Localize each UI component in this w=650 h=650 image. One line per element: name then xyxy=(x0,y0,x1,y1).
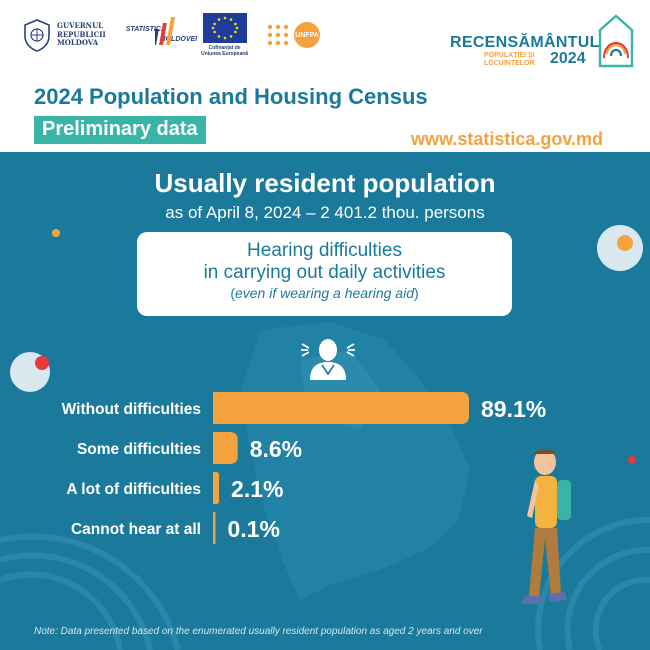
unfpa-dots-icon xyxy=(267,24,289,46)
partner-logos: GUVERNUL REPUBLICII MOLDOVA STATISTICA M… xyxy=(22,12,321,58)
eu-flag-icon xyxy=(202,13,247,43)
deco-dot-orange-small xyxy=(52,229,60,237)
topic-line1: Hearing difficulties xyxy=(247,240,402,261)
census-brand-logo[interactable]: RECENSĂMÂNTUL POPULAȚIEI ȘI LOCUINȚELOR … xyxy=(450,14,640,70)
bar xyxy=(213,432,238,464)
statistica-word: STATISTICA xyxy=(125,26,166,33)
bar xyxy=(213,472,220,504)
background-decoration xyxy=(0,225,650,650)
section-title: Usually resident population xyxy=(154,168,496,198)
coat-of-arms-icon xyxy=(24,19,50,52)
moldovei-word: MOLDOVEI xyxy=(159,36,198,43)
gov-text-line3: MOLDOVA xyxy=(57,38,99,48)
eu-caption-line2: Uniunea Europeană xyxy=(201,51,249,57)
bar xyxy=(213,392,469,424)
brand-title: RECENSĂMÂNTUL xyxy=(450,34,600,51)
brand-sub-line1: POPULAȚIEI ȘI xyxy=(484,52,535,59)
value-label: 2.1% xyxy=(231,476,283,502)
value-label: 89.1% xyxy=(481,396,546,422)
eu-logo[interactable]: Cofinanțat de Uniunea Europeană xyxy=(201,13,248,57)
brand-sub-line2: LOCUINȚELOR xyxy=(484,60,535,67)
house-spiral-icon xyxy=(598,14,634,68)
statistica-bars-icon xyxy=(155,17,176,45)
category-label: A lot of difficulties xyxy=(66,481,201,498)
header-panel: GUVERNUL REPUBLICII MOLDOVA STATISTICA M… xyxy=(0,0,650,152)
website-link[interactable]: www.statistica.gov.md xyxy=(411,129,604,149)
brand-year: 2024 xyxy=(550,50,586,67)
footnote: Note: Data presented based on the enumer… xyxy=(34,626,483,637)
value-label: 0.1% xyxy=(228,516,280,542)
bar xyxy=(213,512,216,544)
category-label: Cannot hear at all xyxy=(71,521,201,538)
value-label: 8.6% xyxy=(250,436,302,462)
hearing-difficulties-chart: Without difficulties 89.1% Some difficulti… xyxy=(62,392,546,544)
gov-text-line1: GUVERNUL xyxy=(57,21,104,31)
eu-caption-line1: Cofinanțat de xyxy=(208,45,241,51)
unfpa-logo[interactable]: UNFPA xyxy=(266,22,321,48)
moldova-map-shape xyxy=(240,322,470,600)
hearing-person-icon xyxy=(301,339,355,380)
fingerprint-pattern-right xyxy=(535,516,650,650)
page-title: 2024 Population and Housing Census xyxy=(34,84,428,109)
topic-line2: in carrying out daily activities xyxy=(203,262,446,283)
deco-dot-red-small xyxy=(628,456,636,464)
section-subtitle: as of April 8, 2024 – 2 401.2 thou. pers… xyxy=(165,203,485,222)
statistica-logo[interactable]: STATISTICA MOLDOVEI xyxy=(126,17,197,47)
topic-line3: even if wearing a hearing aid xyxy=(234,285,414,301)
preliminary-badge: Preliminary data xyxy=(34,116,206,144)
government-logo[interactable]: GUVERNUL REPUBLICII MOLDOVA xyxy=(22,18,106,52)
gov-text-line2: REPUBLICII xyxy=(57,29,106,39)
topic-box: Hearing difficulties in carrying out dai… xyxy=(137,232,512,316)
category-label: Without difficulties xyxy=(62,401,201,418)
deco-dot-orange-right xyxy=(617,235,633,251)
walking-person-illustration xyxy=(521,449,571,604)
category-label: Some difficulties xyxy=(77,441,201,458)
unfpa-badge: UNFPA xyxy=(294,22,321,48)
deco-dot-red-left xyxy=(35,356,49,370)
fingerprint-pattern-left xyxy=(0,533,181,650)
